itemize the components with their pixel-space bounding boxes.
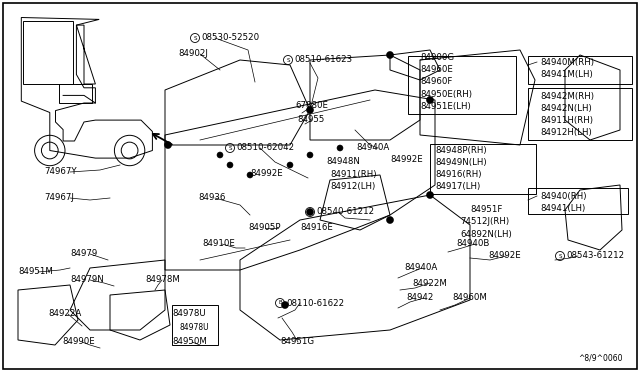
Text: B: B bbox=[278, 301, 282, 305]
Text: 84951E(LH): 84951E(LH) bbox=[420, 102, 471, 110]
Circle shape bbox=[307, 208, 314, 215]
Text: 08530-52520: 08530-52520 bbox=[201, 33, 259, 42]
Text: 84990E: 84990E bbox=[62, 337, 95, 346]
Text: 84936: 84936 bbox=[198, 193, 225, 202]
Text: 08510-62042: 08510-62042 bbox=[236, 144, 294, 153]
Text: 84941(LH): 84941(LH) bbox=[540, 203, 585, 212]
Text: S: S bbox=[286, 58, 290, 62]
Bar bbox=[528, 188, 628, 214]
Text: 84912(LH): 84912(LH) bbox=[330, 182, 375, 190]
Text: 84978M: 84978M bbox=[145, 276, 180, 285]
Text: 08510-61623: 08510-61623 bbox=[294, 55, 352, 64]
Text: ^8/9^0060: ^8/9^0060 bbox=[578, 353, 623, 362]
Text: 84992E: 84992E bbox=[390, 155, 423, 164]
Text: 84900G: 84900G bbox=[420, 54, 454, 62]
Text: 84941M(LH): 84941M(LH) bbox=[540, 70, 593, 78]
Bar bbox=[528, 56, 632, 84]
Text: 08543-61212: 08543-61212 bbox=[566, 251, 624, 260]
Text: 84948P(RH): 84948P(RH) bbox=[435, 145, 486, 154]
Circle shape bbox=[282, 301, 289, 308]
Text: 84911H(RH): 84911H(RH) bbox=[540, 115, 593, 125]
Circle shape bbox=[307, 152, 313, 158]
Text: 84940B: 84940B bbox=[456, 240, 490, 248]
Text: 84917(LH): 84917(LH) bbox=[435, 182, 480, 190]
Text: 84978U: 84978U bbox=[180, 324, 210, 333]
Text: 74512J(RH): 74512J(RH) bbox=[460, 218, 509, 227]
Text: S: S bbox=[228, 145, 232, 151]
Text: 84949N(LH): 84949N(LH) bbox=[435, 157, 486, 167]
Text: 64892N(LH): 64892N(LH) bbox=[460, 230, 512, 238]
Text: 84942M(RH): 84942M(RH) bbox=[540, 92, 594, 100]
Text: 84940A: 84940A bbox=[356, 144, 389, 153]
Text: 84942N(LH): 84942N(LH) bbox=[540, 103, 592, 112]
Text: 84955: 84955 bbox=[297, 115, 324, 125]
Circle shape bbox=[426, 192, 433, 199]
Circle shape bbox=[247, 172, 253, 178]
Text: S: S bbox=[558, 253, 562, 259]
Circle shape bbox=[426, 96, 433, 103]
Bar bbox=[408, 56, 516, 114]
Circle shape bbox=[307, 106, 314, 113]
Text: 84942: 84942 bbox=[406, 294, 433, 302]
Text: 84951F: 84951F bbox=[470, 205, 502, 215]
Text: 08540-61212: 08540-61212 bbox=[316, 208, 374, 217]
Text: 84992E: 84992E bbox=[250, 170, 283, 179]
Bar bbox=[528, 88, 632, 140]
Text: 84911(RH): 84911(RH) bbox=[330, 170, 376, 179]
Text: 84916E: 84916E bbox=[300, 224, 333, 232]
Circle shape bbox=[164, 141, 172, 148]
Text: 84940A: 84940A bbox=[404, 263, 437, 273]
Text: 84940(RH): 84940(RH) bbox=[540, 192, 586, 201]
Text: 84960F: 84960F bbox=[420, 77, 452, 87]
Text: 84940M(RH): 84940M(RH) bbox=[540, 58, 594, 67]
Circle shape bbox=[217, 152, 223, 158]
Text: 84950E(RH): 84950E(RH) bbox=[420, 90, 472, 99]
Text: 84950M: 84950M bbox=[172, 337, 207, 346]
Bar bbox=[430, 144, 536, 194]
Text: 84912H(LH): 84912H(LH) bbox=[540, 128, 592, 137]
Text: S: S bbox=[193, 35, 196, 41]
Text: 84979: 84979 bbox=[70, 250, 97, 259]
Circle shape bbox=[387, 51, 394, 58]
Circle shape bbox=[287, 162, 293, 168]
Text: 84960M: 84960M bbox=[452, 294, 487, 302]
Text: 84960E: 84960E bbox=[420, 65, 453, 74]
Circle shape bbox=[337, 145, 343, 151]
Text: 84948N: 84948N bbox=[326, 157, 360, 167]
Text: 74967Y: 74967Y bbox=[44, 167, 77, 176]
Text: 84922A: 84922A bbox=[48, 310, 81, 318]
Text: 08110-61622: 08110-61622 bbox=[286, 298, 344, 308]
Text: 84992E: 84992E bbox=[488, 251, 521, 260]
Circle shape bbox=[227, 162, 233, 168]
Circle shape bbox=[387, 217, 394, 224]
Text: 67880E: 67880E bbox=[295, 102, 328, 110]
Text: 84916(RH): 84916(RH) bbox=[435, 170, 481, 179]
Text: 84922M: 84922M bbox=[412, 279, 447, 288]
Text: 84902J: 84902J bbox=[178, 49, 208, 58]
Text: 84978U: 84978U bbox=[172, 310, 205, 318]
Text: 84979N: 84979N bbox=[70, 276, 104, 285]
Text: 84951M: 84951M bbox=[18, 267, 53, 276]
Text: 74967J: 74967J bbox=[44, 193, 74, 202]
Text: S: S bbox=[308, 209, 312, 215]
Text: 84905P: 84905P bbox=[248, 224, 280, 232]
Text: 84910E: 84910E bbox=[202, 240, 235, 248]
Text: 84951G: 84951G bbox=[280, 337, 314, 346]
